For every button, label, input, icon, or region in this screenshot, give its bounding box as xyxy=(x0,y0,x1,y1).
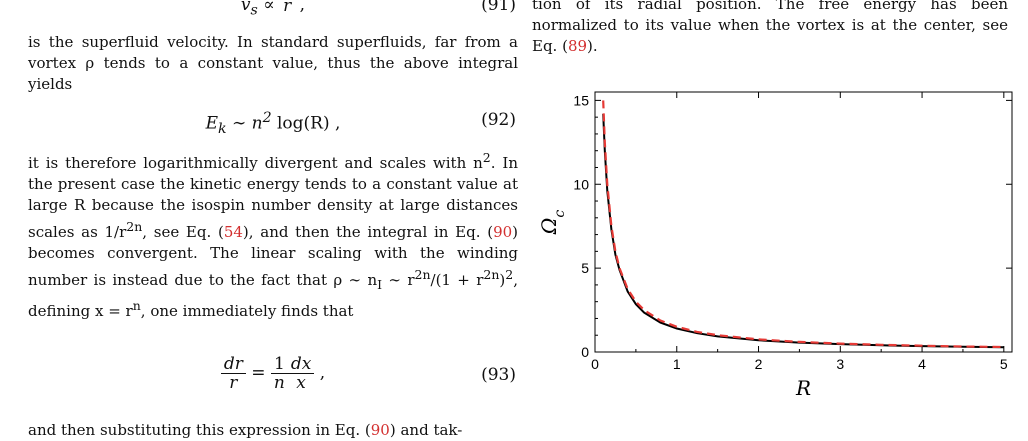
superscript: 2n xyxy=(126,219,143,234)
equation-link[interactable]: 54 xyxy=(223,223,243,241)
text-run: ∼ r xyxy=(382,271,415,289)
eq91-tail: , xyxy=(294,0,306,15)
equation-91: vs ∝ r , (91) xyxy=(28,0,518,19)
eq93-fraction-1: dr r xyxy=(220,355,246,393)
paragraph-2-text: it is therefore logarithmically divergen… xyxy=(28,147,518,322)
text-run: ) becomes convergent. The linear scaling… xyxy=(28,223,519,289)
text-run: , one immediately finds that xyxy=(140,302,354,320)
frac-den: n xyxy=(273,373,285,393)
frac-num: 1 xyxy=(270,355,288,374)
eq93-equals: = xyxy=(245,363,271,383)
text-run: ) xyxy=(499,271,506,289)
text-run: . In the present case the kinetic energy… xyxy=(28,154,518,241)
paragraph-1-text: is the superfluid velocity. In standard … xyxy=(28,33,518,93)
text-run: , see Eq. ( xyxy=(142,223,224,241)
y-tick-label: 5 xyxy=(581,260,589,276)
x-tick-label: 0 xyxy=(591,356,599,372)
caption-text: tion of its radial position. The free en… xyxy=(532,0,1008,55)
eq92-tail: log(R) , xyxy=(271,113,341,134)
y-tick-label: 0 xyxy=(581,344,589,360)
frac-den: x xyxy=(296,373,306,393)
x-tick-label: 1 xyxy=(673,356,681,372)
equation-number: (93) xyxy=(481,365,516,385)
eq92-rel: ∼ n xyxy=(226,113,263,134)
superscript: 2 xyxy=(505,267,514,282)
caption-text: ). xyxy=(587,37,598,55)
paragraph-3-text: and then substituting this expression in… xyxy=(28,420,518,441)
superscript: 2n xyxy=(483,267,500,282)
equation-92: Ek ∼ n2 log(R) , (92) xyxy=(28,110,518,138)
text-run: ) and tak- xyxy=(389,421,463,439)
y-axis-label: Ωc xyxy=(537,210,568,236)
superscript: 2 xyxy=(482,150,491,165)
frac-den: r xyxy=(229,373,238,393)
text-run: , defining x = r xyxy=(28,271,518,320)
eq91-sub: s xyxy=(250,2,258,19)
eq93-fraction-3: dx x xyxy=(287,355,315,393)
x-tick-label: 4 xyxy=(918,356,926,372)
y-axis-label-subscript: c xyxy=(552,210,568,218)
text-run: it is therefore logarithmically divergen… xyxy=(28,154,483,172)
equation-link[interactable]: 90 xyxy=(493,223,513,241)
equation-link[interactable]: 89 xyxy=(567,37,588,55)
eq93-tail: , xyxy=(314,363,326,383)
eq92-sub: k xyxy=(217,121,227,138)
subscript: I xyxy=(377,277,383,292)
text-run: /(1 + r xyxy=(430,271,484,289)
figure-caption: tion of its radial position. The free en… xyxy=(532,0,1008,57)
x-tick-label: 5 xyxy=(1000,356,1008,372)
x-tick-label: 3 xyxy=(836,356,844,372)
paragraph-2: it is therefore logarithmically divergen… xyxy=(28,147,518,322)
dashed-series-line xyxy=(602,100,1004,349)
paragraph-3: and then substituting this expression in… xyxy=(28,420,518,441)
text-run: and then substituting this expression in… xyxy=(28,421,371,439)
eq91-fraction: r xyxy=(280,0,294,15)
eq92-sup: 2 xyxy=(262,110,272,126)
eq91-rel: ∝ xyxy=(257,0,281,15)
text-run: ), and then the integral in Eq. ( xyxy=(242,223,494,241)
x-axis-label: R xyxy=(795,376,811,400)
equation-number: (92) xyxy=(481,110,516,130)
y-tick-label: 15 xyxy=(573,92,589,108)
y-tick-label: 10 xyxy=(573,176,589,192)
solid-series-line xyxy=(602,113,1004,349)
eq92-lhs: E xyxy=(205,113,218,134)
superscript: n xyxy=(132,298,141,313)
x-tick-label: 2 xyxy=(755,356,763,372)
superscript: 2n xyxy=(414,267,431,282)
frac-num: dx xyxy=(287,355,315,374)
equation-93: dr r = 1 n dx x , (93) xyxy=(28,355,518,399)
eq91-frac-den: r xyxy=(283,0,292,16)
frac-num: dr xyxy=(220,355,246,374)
plot-frame xyxy=(594,91,1013,353)
equation-link[interactable]: 90 xyxy=(370,421,390,439)
eq91-lhs: v xyxy=(240,0,251,15)
paragraph-1: is the superfluid velocity. In standard … xyxy=(28,32,518,95)
equation-number: (91) xyxy=(481,0,516,15)
